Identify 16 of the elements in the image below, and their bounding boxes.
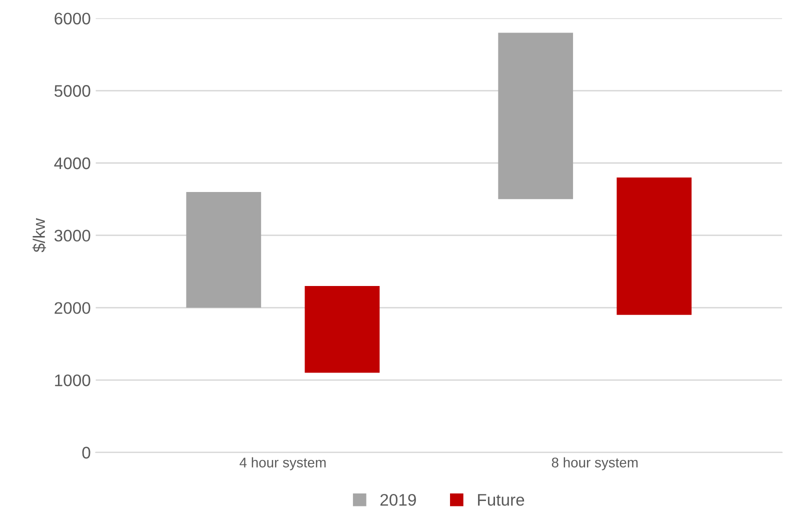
- legend-label: Future: [478, 494, 524, 506]
- x-tick-label: 8 hour system: [552, 457, 638, 470]
- y-tick-label: 1000: [55, 374, 90, 386]
- y-tick-label: 2000: [54, 302, 90, 314]
- bar: [304, 286, 380, 373]
- y-tick-label: 0: [82, 446, 90, 459]
- y-tick-label: 4000: [54, 157, 90, 170]
- legend-label: 2019: [380, 494, 416, 506]
- y-tick-label: 5000: [54, 85, 90, 97]
- bar: [186, 192, 262, 308]
- bar: [498, 32, 574, 200]
- bar: [616, 177, 692, 315]
- y-tick-label: 6000: [54, 12, 90, 25]
- y-axis-title: $/kw: [32, 218, 46, 252]
- x-tick-label: 4 hour system: [240, 457, 326, 470]
- y-tick-label: 3000: [54, 230, 90, 242]
